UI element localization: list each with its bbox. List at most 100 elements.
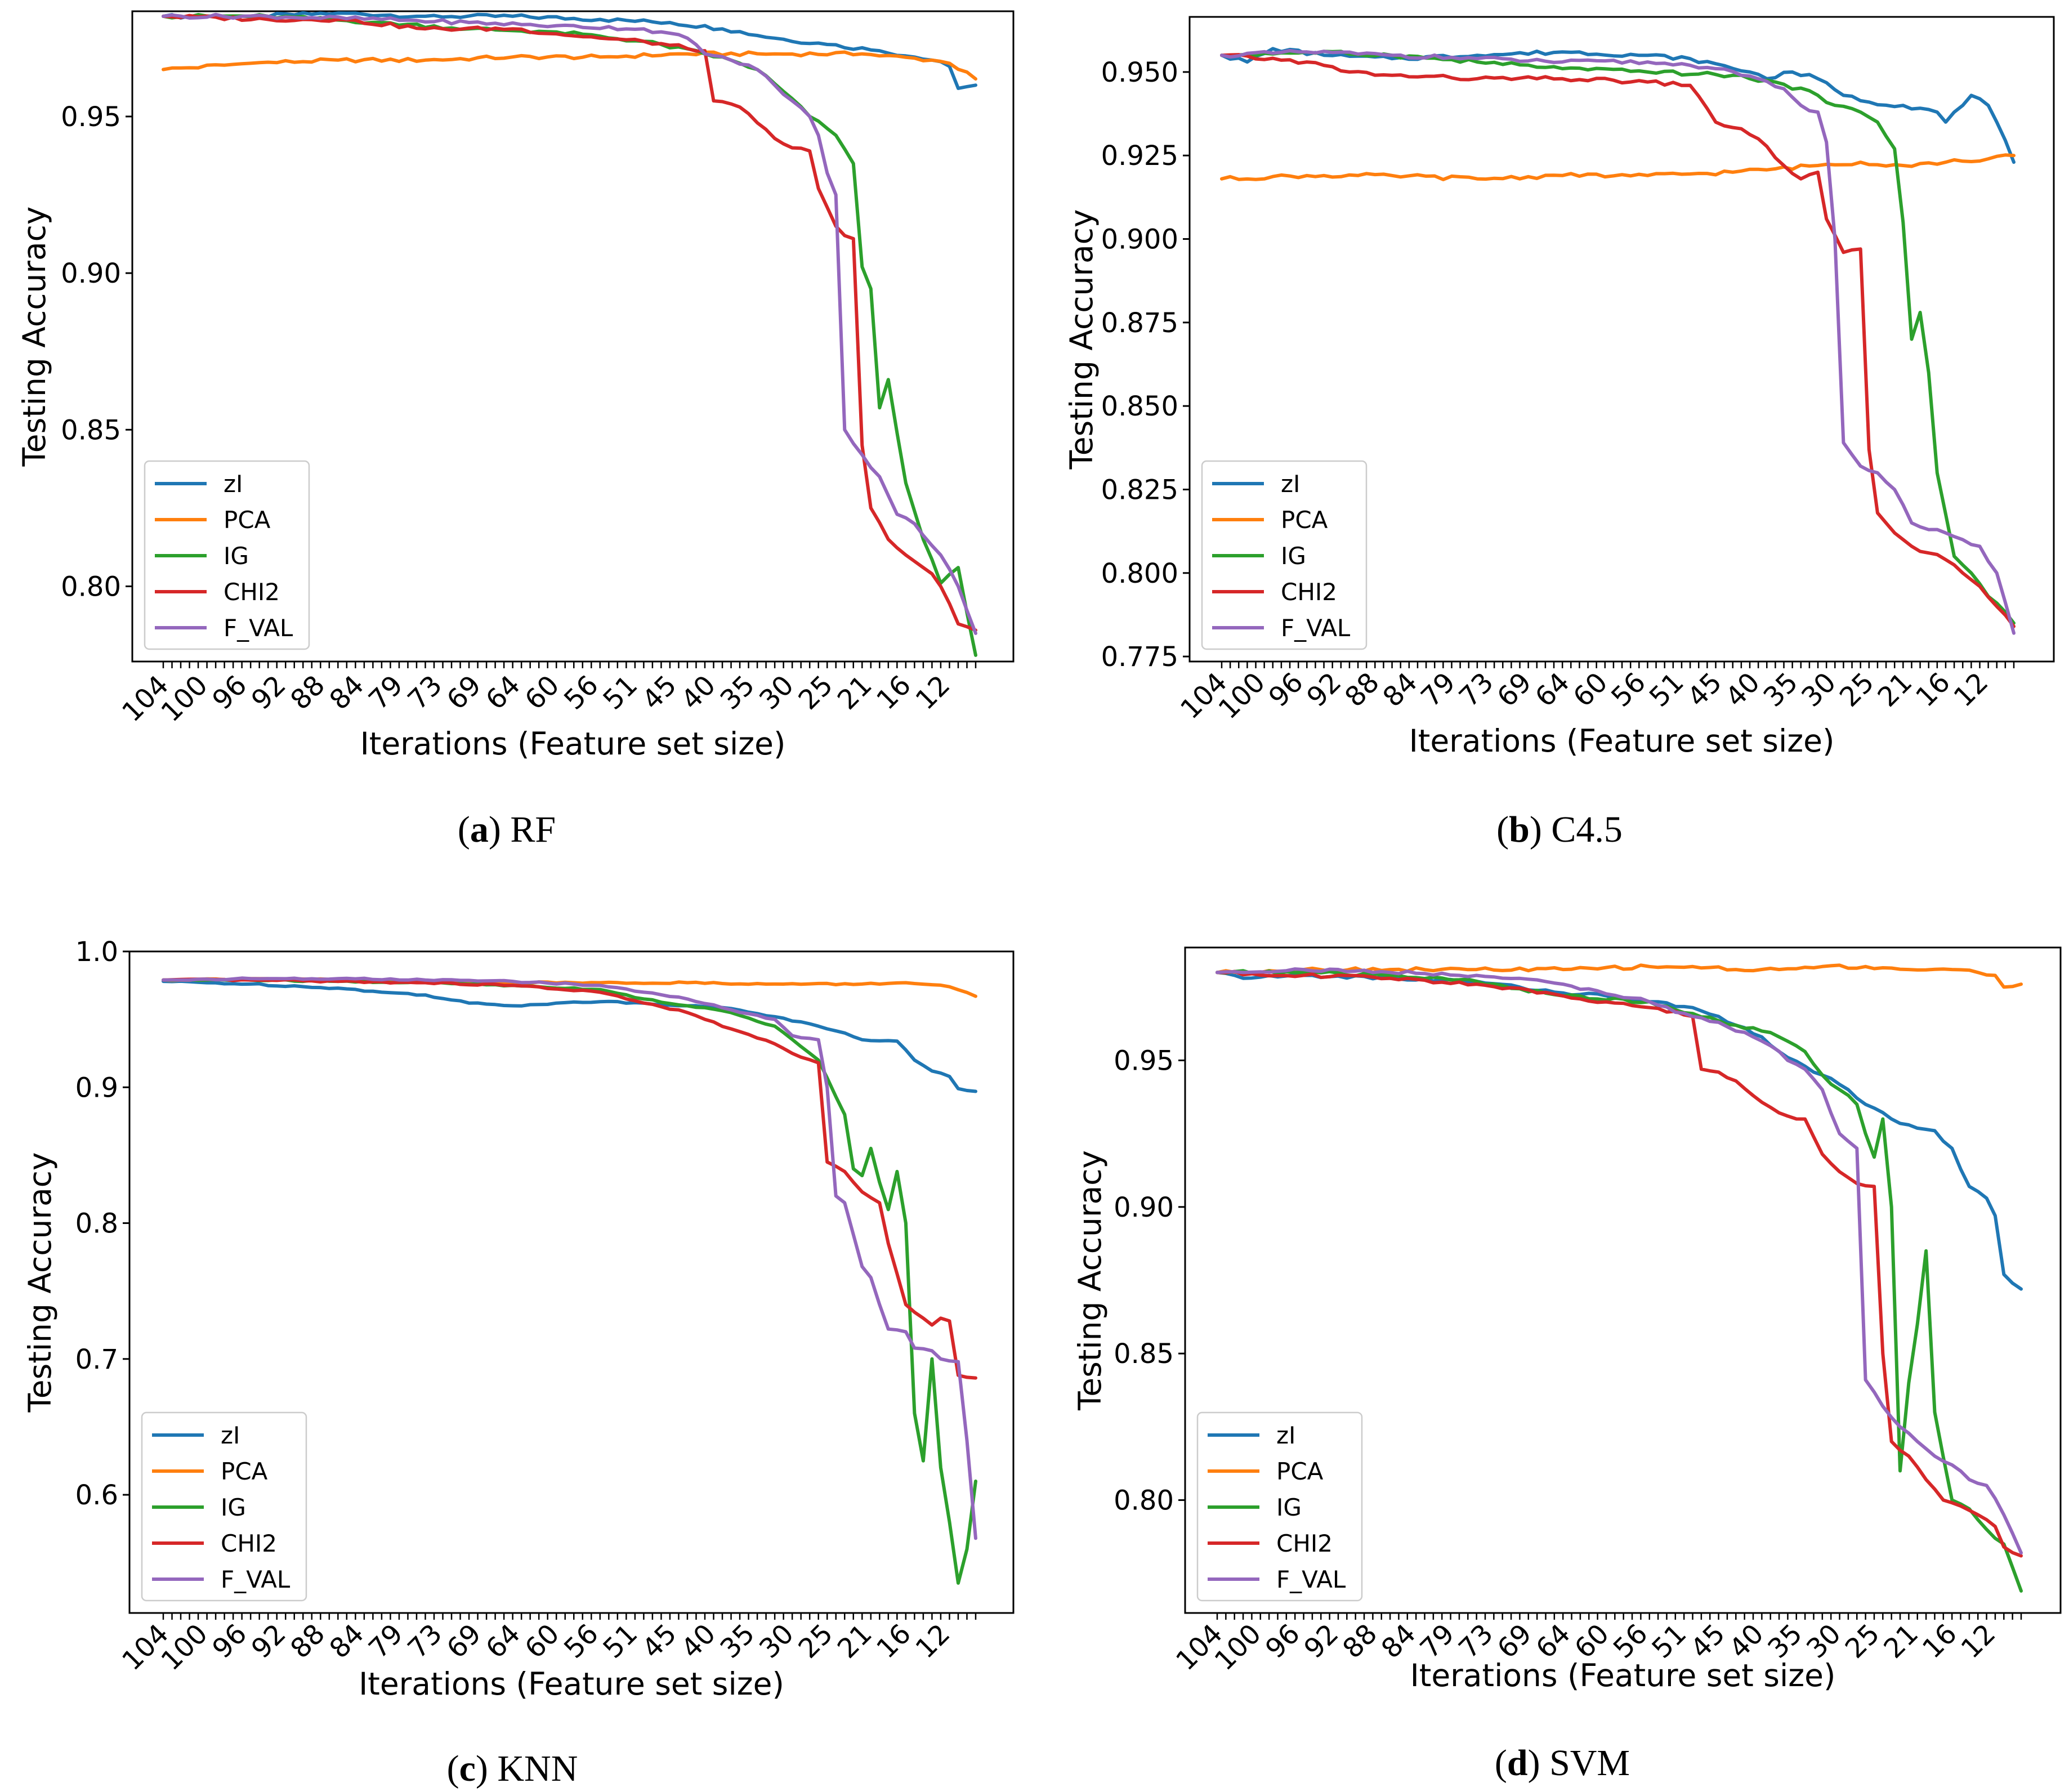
- caption-paren-close: ): [476, 1748, 497, 1789]
- series-line-chi2: [162, 977, 977, 1380]
- y-tick-label: 0.90: [1114, 1192, 1174, 1223]
- legend-label: zI: [224, 470, 243, 498]
- legend-label: PCA: [224, 506, 271, 534]
- x-axis-title: Iterations (Feature set size): [1409, 723, 1835, 759]
- legend-label: PCA: [221, 1458, 268, 1485]
- y-tick-label: 0.85: [1114, 1338, 1174, 1370]
- series-line-f_val: [1216, 967, 2023, 1555]
- y-tick-label: 0.950: [1101, 57, 1178, 88]
- caption-paren-close: ): [1530, 809, 1551, 850]
- caption-paren-open: (: [1495, 1742, 1507, 1784]
- x-tick-label: 12: [910, 1618, 957, 1665]
- legend: zI PCA IG CHI2 F_VAL: [144, 460, 310, 650]
- y-axis-title: Testing Accuracy: [1063, 209, 1100, 470]
- legend: zI PCA IG CHI2 F_VAL: [1201, 460, 1368, 650]
- legend-label: IG: [1276, 1494, 1302, 1521]
- series-line-chi2: [1216, 969, 2023, 1558]
- legend-label: F_VAL: [1276, 1566, 1346, 1593]
- y-tick-label: 0.95: [61, 101, 121, 133]
- caption-text: RF: [510, 809, 556, 850]
- series-line-pca: [1220, 153, 2016, 181]
- series-group: [162, 11, 977, 657]
- legend: zI PCA IG CHI2 F_VAL: [1196, 1411, 1363, 1602]
- x-tick-label: 12: [910, 669, 957, 716]
- y-tick-label: 0.9: [75, 1072, 118, 1103]
- y-axis-title: Testing Accuracy: [22, 1152, 58, 1413]
- legend-label: F_VAL: [221, 1566, 291, 1593]
- caption-paren-open: (: [1496, 809, 1509, 850]
- series-line-chi2: [162, 14, 977, 632]
- series-line-zi: [162, 979, 977, 1093]
- caption-paren-open: (: [447, 1748, 459, 1789]
- y-tick-label: 0.825: [1101, 474, 1178, 506]
- legend-label: IG: [1281, 542, 1306, 570]
- legend-label: IG: [224, 542, 249, 570]
- y-axis-title: Testing Accuracy: [16, 207, 52, 467]
- caption-letter: b: [1509, 809, 1530, 850]
- legend-label: CHI2: [224, 578, 280, 606]
- x-tick-label: 100: [155, 1618, 213, 1677]
- x-axis-title: Iterations (Feature set size): [359, 1666, 784, 1702]
- legend-label: zI: [1281, 470, 1300, 498]
- plot-frame: [128, 950, 1015, 1614]
- legend-box: [1201, 460, 1368, 650]
- legend-label: IG: [221, 1494, 246, 1521]
- y-tick-label: 0.8: [75, 1208, 118, 1240]
- y-tick-label: 0.925: [1101, 140, 1178, 172]
- series-line-zi: [1216, 971, 2023, 1291]
- y-tick-label: 0.90: [61, 258, 121, 289]
- y-tick-label: 0.900: [1101, 224, 1178, 256]
- legend-box: [1196, 1411, 1363, 1602]
- legend-label: F_VAL: [224, 614, 293, 642]
- y-tick-label: 0.95: [1114, 1045, 1174, 1076]
- caption-letter: a: [470, 809, 489, 850]
- x-axis-title: Iterations (Feature set size): [360, 726, 786, 762]
- y-tick-label: 0.775: [1101, 641, 1178, 673]
- legend-box: [144, 460, 310, 650]
- series-line-pca: [162, 50, 977, 81]
- legend-label: CHI2: [1276, 1530, 1333, 1557]
- x-tick-label: 100: [1209, 1618, 1267, 1677]
- x-tick-label: 12: [1948, 667, 1995, 713]
- y-axis-title: Testing Accuracy: [1072, 1150, 1108, 1411]
- series-group: [1220, 47, 2016, 635]
- y-tick-label: 0.7: [75, 1344, 118, 1375]
- series-group: [1216, 963, 2023, 1593]
- legend: zI PCA IG CHI2 F_VAL: [141, 1411, 307, 1602]
- x-tick-label: 100: [155, 669, 213, 728]
- series-line-f_val: [1220, 49, 2016, 635]
- panel-caption: (b) C4.5: [1496, 809, 1623, 850]
- panel-caption: (d) SVM: [1495, 1742, 1630, 1784]
- legend-label: PCA: [1281, 506, 1328, 534]
- legend-box: [141, 1411, 307, 1602]
- series-group: [162, 976, 977, 1585]
- caption-paren-close: ): [1528, 1742, 1549, 1784]
- y-tick-label: 0.80: [1114, 1485, 1174, 1517]
- series-line-f_val: [162, 976, 977, 1540]
- series-line-f_val: [162, 12, 977, 635]
- caption-text: C4.5: [1551, 809, 1623, 850]
- legend-label: zI: [1276, 1422, 1295, 1449]
- panel-caption: (c) KNN: [447, 1748, 578, 1789]
- legend-label: zI: [221, 1422, 240, 1449]
- caption-text: KNN: [497, 1748, 578, 1789]
- series-line-chi2: [1220, 53, 2016, 628]
- x-axis-title: Iterations (Feature set size): [1410, 1657, 1836, 1693]
- legend-label: F_VAL: [1281, 614, 1351, 642]
- y-tick-label: 1.0: [75, 936, 118, 968]
- caption-paren-open: (: [458, 809, 470, 850]
- plot-frame: [131, 10, 1015, 663]
- x-tick-label: 100: [1213, 667, 1271, 725]
- y-tick-label: 0.80: [61, 571, 121, 602]
- series-line-pca: [1216, 963, 2023, 989]
- legend-label: CHI2: [1281, 578, 1337, 606]
- y-tick-label: 0.6: [75, 1480, 118, 1511]
- y-tick-label: 0.875: [1101, 307, 1178, 339]
- legend-label: PCA: [1276, 1458, 1324, 1485]
- caption-letter: d: [1507, 1742, 1528, 1784]
- panel-caption: (a) RF: [458, 809, 556, 850]
- series-line-zi: [162, 11, 977, 90]
- series-line-zi: [1220, 47, 2016, 164]
- caption-text: SVM: [1549, 1742, 1630, 1784]
